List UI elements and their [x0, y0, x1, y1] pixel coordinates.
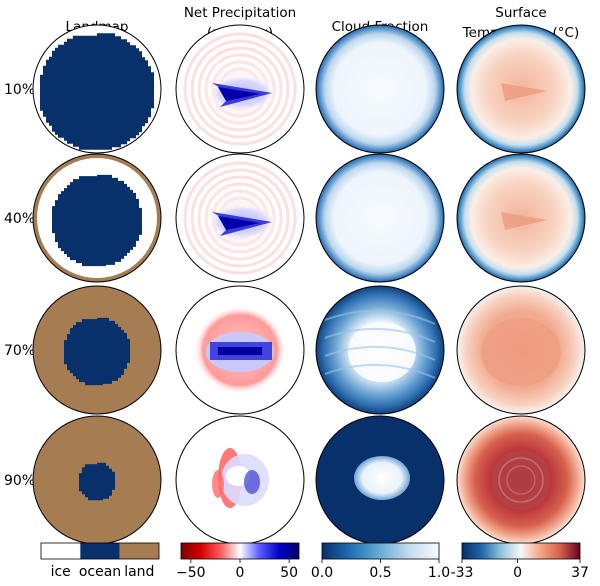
colorbar-tick-label: 0.0	[311, 565, 333, 581]
colorbar-tick-label: 0	[513, 565, 522, 581]
precip-panel	[175, 24, 305, 154]
panel-border	[175, 153, 305, 283]
ocean-region	[52, 171, 142, 267]
colorbars: ice ocean land −50 0 50 0.0 0.5 1.0 -33 0 37	[40, 542, 589, 581]
row-label: 70%	[4, 343, 35, 359]
colorbar-tick-label: 50	[280, 565, 298, 581]
landmap-panel	[32, 153, 162, 283]
panel-border	[32, 153, 162, 283]
precip-colorbar-gradient	[181, 543, 299, 559]
temp-panel	[456, 24, 586, 154]
panel-grid	[32, 24, 586, 545]
panel-border	[315, 285, 445, 415]
panel-border	[32, 24, 162, 154]
colorbar-tick-label: 37	[571, 565, 589, 581]
temp-panel	[456, 153, 586, 283]
row-labels: 10% 40% 70% 90%	[4, 82, 35, 489]
landmap-panel	[32, 285, 162, 415]
panel-border	[456, 285, 586, 415]
temp-colorbar-gradient	[462, 543, 580, 559]
colorbar-tick-label: 1.0	[428, 565, 450, 581]
ocean-region	[79, 459, 115, 501]
panel-border	[456, 24, 586, 154]
colorbar-tick-label: 0	[236, 565, 245, 581]
column-title-precip: Net Precipitation	[184, 5, 296, 21]
precip-maximum	[244, 470, 260, 494]
cloud-panel	[315, 415, 445, 545]
panel-border	[175, 285, 305, 415]
cloud-colorbar: 0.0 0.5 1.0	[311, 542, 450, 581]
legend-label: ice	[51, 564, 71, 580]
panel-border	[315, 153, 445, 283]
row-label: 40%	[4, 211, 35, 227]
ocean-region	[64, 314, 130, 386]
legend-swatch-land	[119, 543, 159, 559]
landmap-panel	[32, 415, 162, 545]
row-label: 10%	[4, 82, 35, 98]
precip-panel	[175, 153, 305, 283]
panel-border	[456, 153, 586, 283]
landmap-panel	[32, 24, 162, 154]
legend-swatch-ocean	[80, 543, 120, 559]
ocean-region	[40, 30, 154, 150]
colorbar-tick-label: -33	[451, 565, 474, 581]
cloud-panel	[315, 153, 445, 283]
legend-label: land	[124, 564, 154, 580]
precip-panel	[175, 415, 305, 545]
cloud-colorbar-gradient	[322, 543, 439, 559]
landmap-legend: ice ocean land	[40, 542, 160, 580]
colorbar-tick-label: −50	[176, 565, 206, 581]
row-label: 90%	[4, 473, 35, 489]
column-title-temp: Surface	[495, 5, 546, 21]
legend-swatch-ice	[41, 543, 81, 559]
panel-border	[32, 285, 162, 415]
legend-label: ocean	[79, 564, 121, 580]
panel-border	[315, 24, 445, 154]
temp-panel	[456, 285, 586, 415]
temp-panel	[456, 415, 586, 545]
temp-colorbar: -33 0 37	[451, 542, 589, 581]
panel-border	[175, 24, 305, 154]
cloud-panel	[315, 24, 445, 154]
cloud-panel	[315, 285, 445, 415]
precip-panel	[175, 285, 305, 415]
precip-colorbar: −50 0 50	[176, 542, 300, 581]
colorbar-tick-label: 0.5	[369, 565, 391, 581]
cloud-maximum	[354, 456, 410, 500]
